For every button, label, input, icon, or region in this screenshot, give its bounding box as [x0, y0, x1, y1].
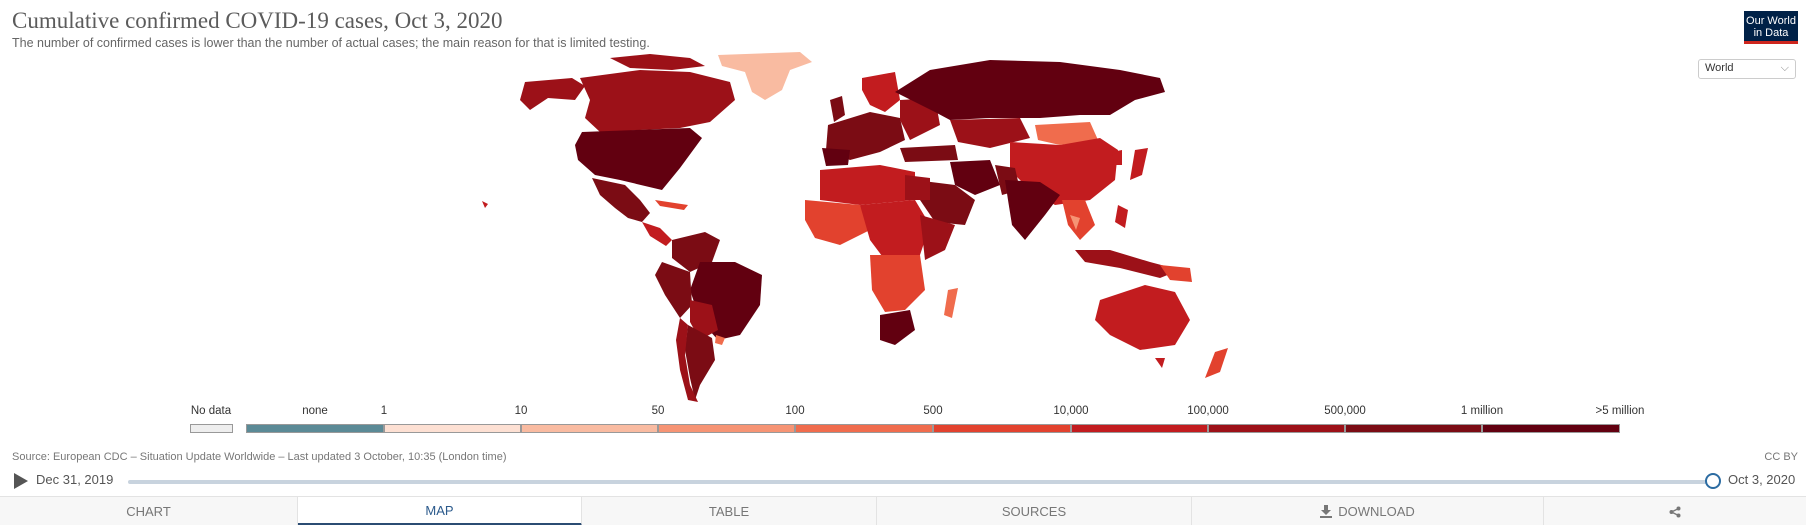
world-map[interactable]	[0, 0, 1806, 420]
region-select[interactable]: World ⌵	[1698, 59, 1796, 79]
country-uruguay[interactable]	[715, 335, 725, 345]
legend-swatch-0	[246, 424, 384, 433]
country-madagascar[interactable]	[944, 288, 958, 318]
source-note: Source: European CDC – Situation Update …	[12, 451, 507, 463]
country-spain[interactable]	[822, 148, 850, 166]
tab-map-label: MAP	[425, 502, 454, 518]
country-north-africa[interactable]	[820, 165, 915, 205]
tab-table-label: TABLE	[708, 504, 750, 519]
download-icon	[1320, 505, 1333, 518]
country-chile[interactable]	[676, 318, 698, 402]
tab-table[interactable]: TABLE	[582, 497, 877, 525]
timeline-start-label: Dec 31, 2019	[36, 472, 114, 487]
legend-swatch-4	[795, 424, 933, 433]
country-japan[interactable]	[1130, 148, 1148, 180]
country-thailand[interactable]	[1070, 215, 1080, 230]
country-west-africa[interactable]	[805, 200, 870, 245]
tab-sources-label: SOURCES	[1001, 504, 1067, 519]
country-mongolia[interactable]	[1035, 122, 1098, 145]
timeline[interactable]: Dec 31, 2019 Oct 3, 2020	[0, 468, 1806, 494]
timeline-end-label: Oct 3, 2020	[1728, 472, 1796, 487]
country-south-africa[interactable]	[880, 310, 915, 345]
tab-share[interactable]	[1544, 497, 1806, 525]
tab-chart-label: CHART	[126, 504, 171, 519]
region-select-value: World	[1705, 62, 1734, 74]
chart-title: Cumulative confirmed COVID-19 cases, Oct…	[12, 8, 503, 33]
country-indonesia[interactable]	[1075, 250, 1180, 278]
country-mexico[interactable]	[592, 178, 650, 222]
country-tasmania[interactable]	[1155, 358, 1165, 368]
owid-logo[interactable]: Our World in Data	[1744, 11, 1798, 44]
timeline-track[interactable]	[128, 480, 1713, 484]
country-cuba[interactable]	[655, 200, 688, 210]
country-peru[interactable]	[655, 262, 692, 318]
country-western-europe[interactable]	[826, 112, 905, 160]
legend-swatch-7	[1208, 424, 1345, 433]
country-canada-islands[interactable]	[610, 54, 705, 70]
tab-map[interactable]: MAP	[298, 497, 582, 525]
country-kazakhstan[interactable]	[950, 118, 1030, 148]
tab-download-label: DOWNLOAD	[1338, 504, 1415, 519]
legend-swatch-9	[1482, 424, 1620, 433]
country-east-africa[interactable]	[920, 215, 955, 260]
country-new-zealand[interactable]	[1205, 348, 1228, 378]
legend-swatch-2	[521, 424, 658, 433]
country-australia[interactable]	[1095, 285, 1190, 350]
legend-swatch-3	[658, 424, 795, 433]
chart-subtitle: The number of confirmed cases is lower t…	[12, 36, 650, 50]
tab-chart[interactable]: CHART	[0, 497, 298, 525]
play-icon[interactable]	[14, 473, 28, 489]
legend-swatch-1	[384, 424, 521, 433]
country-papua[interactable]	[1160, 265, 1192, 282]
tab-download[interactable]: DOWNLOAD	[1192, 497, 1544, 525]
legend-swatch-6	[1071, 424, 1208, 433]
country-egypt[interactable]	[905, 175, 930, 200]
country-argentina[interactable]	[685, 325, 715, 400]
legend-swatch-8	[1345, 424, 1482, 433]
legend-swatch-5	[933, 424, 1071, 433]
country-canada[interactable]	[580, 70, 735, 132]
logo-line-2: in Data	[1753, 27, 1789, 39]
country-usa[interactable]	[575, 128, 702, 190]
country-alaska[interactable]	[520, 78, 585, 110]
country-central-africa[interactable]	[860, 200, 930, 260]
country-hawaii[interactable]	[482, 201, 488, 208]
logo-line-1: Our World	[1746, 15, 1796, 27]
country-central-america[interactable]	[642, 222, 672, 246]
country-southern-africa[interactable]	[870, 255, 925, 312]
country-russia[interactable]	[895, 60, 1165, 120]
legend-no-data-box	[190, 424, 233, 433]
share-icon	[1669, 506, 1681, 517]
country-uk[interactable]	[830, 96, 845, 122]
timeline-handle[interactable]	[1705, 473, 1721, 489]
country-india[interactable]	[1005, 180, 1060, 240]
country-turkey[interactable]	[900, 145, 958, 162]
country-scandinavia[interactable]	[862, 72, 900, 112]
tab-bar: CHART MAP TABLE SOURCES DOWNLOAD	[0, 496, 1806, 525]
country-philippines[interactable]	[1115, 205, 1128, 228]
license-link[interactable]: CC BY	[1764, 451, 1798, 463]
tab-sources[interactable]: SOURCES	[877, 497, 1192, 525]
country-greenland[interactable]	[718, 52, 812, 100]
country-korea[interactable]	[1112, 150, 1122, 165]
chevron-down-icon: ⌵	[1780, 62, 1789, 74]
country-iran[interactable]	[950, 160, 1000, 195]
